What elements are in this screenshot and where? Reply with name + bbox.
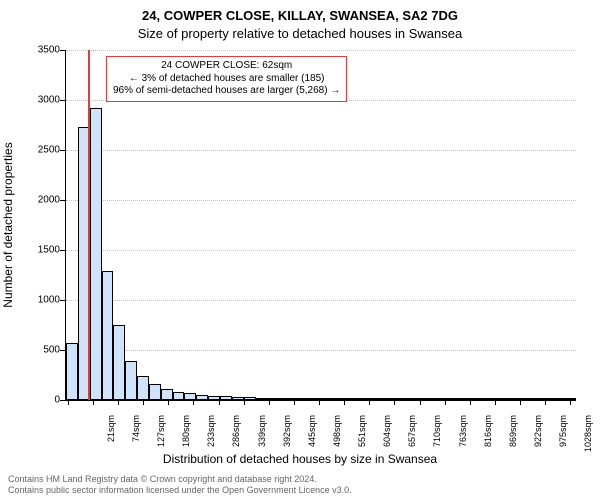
attribution-footer: Contains HM Land Registry data © Crown c… (8, 474, 352, 496)
gridline (66, 200, 576, 201)
annotation-line: 96% of semi-detached houses are larger (… (113, 85, 340, 98)
x-axis-label: Distribution of detached houses by size … (0, 452, 600, 466)
histogram-bar (66, 343, 78, 400)
x-tick-mark (369, 400, 370, 405)
gridline (66, 150, 576, 151)
x-tick-mark (118, 400, 119, 405)
histogram-bar (303, 398, 315, 400)
chart-title-address: 24, COWPER CLOSE, KILLAY, SWANSEA, SA2 7… (0, 8, 600, 23)
x-tick-mark (294, 400, 295, 405)
histogram-bar (149, 384, 161, 400)
property-marker-line (88, 50, 90, 400)
y-tick-label: 2000 (5, 195, 60, 206)
histogram-bar (481, 398, 493, 400)
y-axis-label: Number of detached properties (1, 142, 15, 307)
histogram-bar (433, 398, 445, 400)
annotation-line: ← 3% of detached houses are smaller (185… (113, 73, 340, 86)
y-tick-label: 500 (5, 345, 60, 356)
histogram-bar (516, 398, 528, 400)
x-tick-mark (193, 400, 194, 405)
x-tick-mark (420, 400, 421, 405)
x-tick-mark (68, 400, 69, 405)
x-tick-mark (319, 400, 320, 405)
gridline (66, 250, 576, 251)
gridline (66, 50, 576, 51)
x-tick-mark (445, 400, 446, 405)
histogram-bar (445, 398, 457, 400)
footer-line-2: Contains public sector information licen… (8, 485, 352, 496)
histogram-bar (279, 398, 291, 400)
histogram-bar (398, 398, 410, 400)
x-tick-mark (520, 400, 521, 405)
annotation-line: 24 COWPER CLOSE: 62sqm (113, 60, 340, 73)
histogram-bar (386, 398, 398, 400)
histogram-bar (374, 398, 386, 400)
chart-subtitle: Size of property relative to detached ho… (0, 26, 600, 41)
histogram-bar (421, 398, 433, 400)
histogram-bar (161, 389, 173, 400)
histogram-bar (315, 398, 327, 400)
x-tick-mark (495, 400, 496, 405)
gridline (66, 350, 576, 351)
histogram-bar (504, 398, 516, 400)
histogram-bar (220, 396, 232, 400)
x-tick-mark (168, 400, 169, 405)
histogram-bar (350, 398, 362, 400)
x-tick-mark (470, 400, 471, 405)
histogram-bar (528, 398, 540, 400)
x-tick-mark (394, 400, 395, 405)
histogram-bar (256, 398, 268, 401)
gridline (66, 300, 576, 301)
histogram-bar (137, 376, 149, 400)
histogram-bar (102, 271, 114, 400)
histogram-bar (125, 361, 137, 400)
histogram-bar (244, 397, 256, 400)
y-tick-label: 0 (5, 395, 60, 406)
chart-container: 24, COWPER CLOSE, KILLAY, SWANSEA, SA2 7… (0, 0, 600, 500)
histogram-bar (362, 398, 374, 400)
annotation-box: 24 COWPER CLOSE: 62sqm← 3% of detached h… (106, 56, 347, 102)
histogram-bar (173, 392, 185, 400)
y-tick-label: 1500 (5, 245, 60, 256)
y-tick-label: 1000 (5, 295, 60, 306)
x-tick-mark (93, 400, 94, 405)
y-tick-label: 3000 (5, 95, 60, 106)
x-tick-mark (570, 400, 571, 405)
histogram-bar (196, 395, 208, 401)
histogram-bar (291, 398, 303, 400)
x-tick-mark (344, 400, 345, 405)
histogram-bar (232, 397, 244, 401)
histogram-bar (90, 108, 102, 400)
y-tick-label: 2500 (5, 145, 60, 156)
x-tick-mark (143, 400, 144, 405)
histogram-bar (457, 398, 469, 400)
y-tick-label: 3500 (5, 45, 60, 56)
histogram-bar (552, 398, 564, 400)
histogram-bar (184, 393, 196, 400)
x-tick-mark (244, 400, 245, 405)
plot-area: 24 COWPER CLOSE: 62sqm← 3% of detached h… (65, 50, 576, 401)
histogram-bar (327, 398, 339, 400)
x-tick-mark (219, 400, 220, 405)
footer-line-1: Contains HM Land Registry data © Crown c… (8, 474, 352, 485)
x-tick-mark (269, 400, 270, 405)
x-tick-mark (545, 400, 546, 405)
histogram-bar (113, 325, 125, 400)
